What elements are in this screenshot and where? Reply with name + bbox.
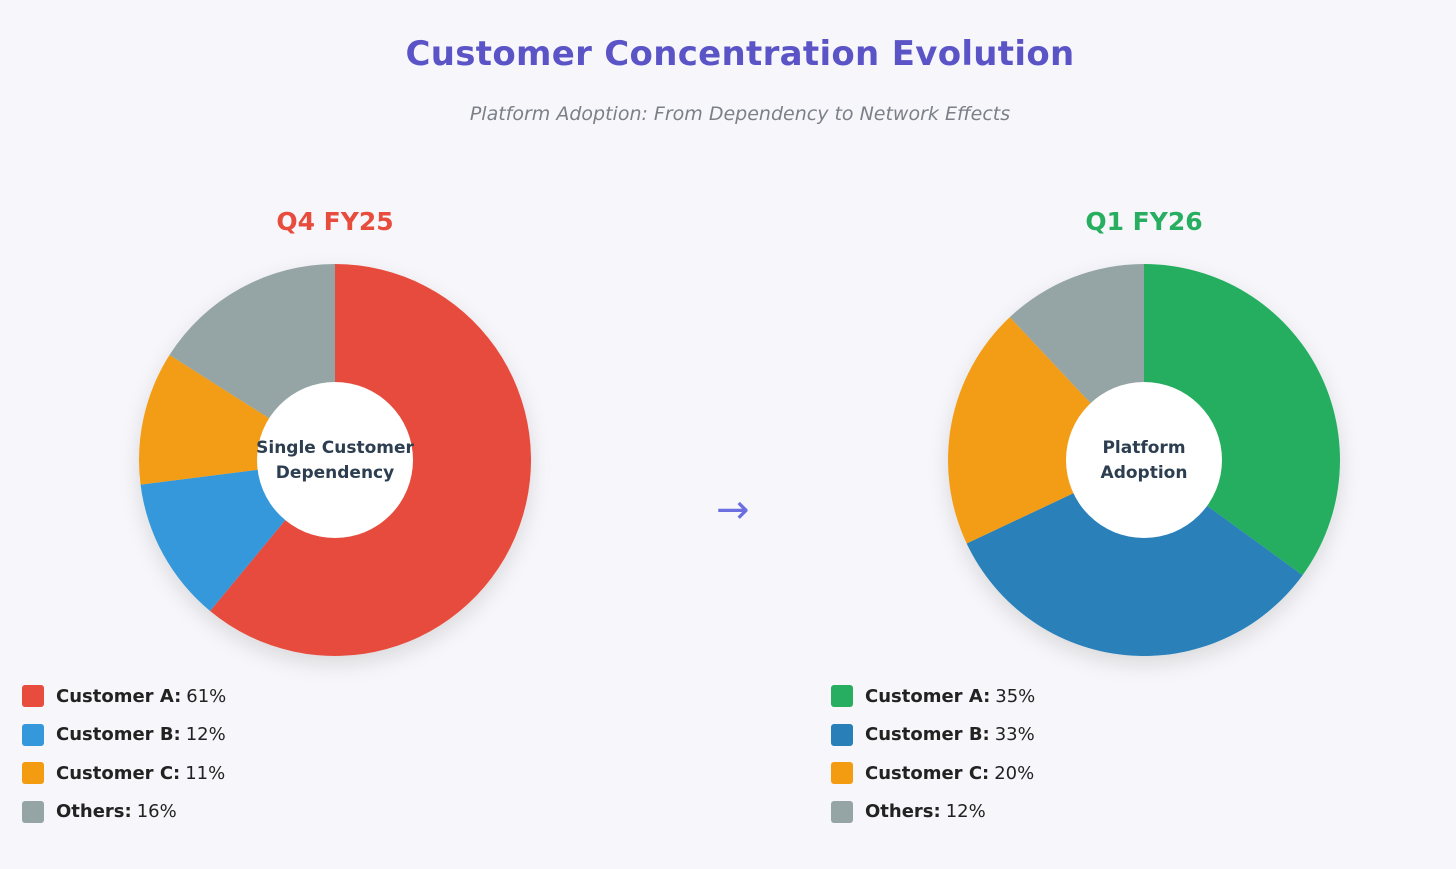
chart-title-q1-fy26: Q1 FY26 — [1085, 207, 1203, 236]
pie-slice-3 — [948, 317, 1144, 544]
pie-slice-2 — [966, 460, 1303, 657]
legend-swatch — [22, 762, 44, 785]
legend-item: Customer C: 20% — [831, 754, 1035, 793]
center-label-line: Adoption — [1100, 463, 1188, 483]
legend-label: Customer A: — [865, 685, 991, 707]
legend-swatch — [831, 800, 853, 823]
legend-item: Customer A: 35% — [831, 677, 1035, 716]
legend-q1-fy26: Customer A: 35% Customer B: 33% Customer… — [831, 677, 1035, 831]
legend-item: Customer A: 61% — [22, 677, 226, 716]
legend-swatch — [831, 723, 853, 746]
legend-q4-fy25: Customer A: 61% Customer B: 12% Customer… — [22, 677, 226, 831]
legend-label: Customer B: — [56, 724, 181, 746]
center-label-q1-fy26: Platform Adoption — [1064, 436, 1224, 486]
pie-slice-1 — [1144, 264, 1341, 576]
legend-swatch — [22, 800, 44, 823]
legend-label: Others: — [56, 801, 132, 823]
legend-value: 16% — [136, 801, 177, 823]
legend-label: Customer A: — [56, 685, 182, 707]
center-label-line: Platform — [1102, 438, 1186, 458]
chart-title-q4-fy25: Q4 FY25 — [276, 207, 394, 236]
center-label-q4-fy25: Single Customer Dependency — [255, 436, 415, 486]
legend-value: 12% — [185, 724, 226, 746]
legend-value: 35% — [995, 685, 1036, 707]
arrow-right-icon: → — [716, 487, 750, 533]
center-label-line: Single Customer — [256, 438, 414, 458]
legend-label: Others: — [865, 801, 941, 823]
legend-label: Customer C: — [865, 762, 990, 784]
legend-value: 12% — [945, 801, 986, 823]
legend-swatch — [831, 762, 853, 785]
donut-hole — [1066, 382, 1222, 538]
legend-item: Customer B: 12% — [22, 716, 226, 755]
legend-item: Customer B: 33% — [831, 716, 1035, 755]
donut-hole — [257, 382, 413, 538]
legend-value: 20% — [994, 762, 1035, 784]
legend-swatch — [22, 723, 44, 746]
legend-swatch — [22, 685, 44, 708]
legend-label: Customer C: — [56, 762, 181, 784]
page-title: Customer Concentration Evolution — [405, 34, 1075, 74]
legend-value: 33% — [994, 724, 1035, 746]
legend-label: Customer B: — [865, 724, 990, 746]
page-subtitle: Platform Adoption: From Dependency to Ne… — [469, 103, 1011, 125]
center-label-line: Dependency — [275, 463, 395, 483]
legend-value: 61% — [186, 685, 227, 707]
legend-item: Customer C: 11% — [22, 754, 226, 793]
legend-value: 11% — [185, 762, 226, 784]
legend-swatch — [831, 685, 853, 708]
legend-item: Others: 12% — [831, 793, 1035, 832]
legend-item: Others: 16% — [22, 793, 226, 832]
